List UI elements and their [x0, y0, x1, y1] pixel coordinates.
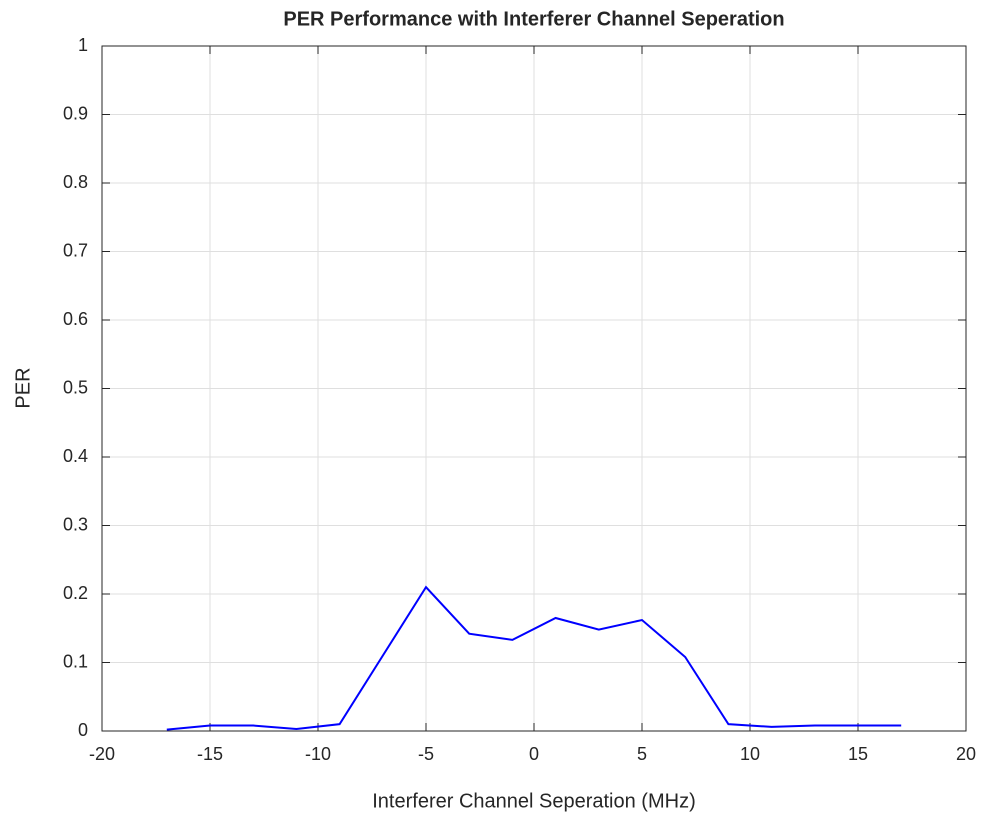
x-tick-label: 20 — [956, 744, 976, 764]
y-tick-label: 0.6 — [63, 309, 88, 329]
plot-frame — [101, 45, 967, 732]
y-tick-label: 0.1 — [63, 651, 88, 671]
x-tick-label: 5 — [637, 744, 647, 764]
y-axis-label: PER — [12, 367, 34, 408]
y-tick-label: 1 — [78, 35, 88, 55]
x-tick-label: 15 — [848, 744, 868, 764]
data-line — [166, 585, 902, 731]
y-tick-label: 0.4 — [63, 446, 88, 466]
y-tick-label: 0.7 — [63, 240, 88, 260]
x-tick-label: -10 — [305, 744, 331, 764]
x-tick-label: -15 — [197, 744, 223, 764]
chart-title: PER Performance with Interferer Channel … — [283, 8, 784, 30]
y-tick-label: 0.3 — [63, 514, 88, 534]
y-tick-label: 0 — [78, 720, 88, 740]
x-tick-label: 10 — [740, 744, 760, 764]
y-tick-label: 0.2 — [63, 583, 88, 603]
y-tick-label: 0.9 — [63, 103, 88, 123]
y-tick-label: 0.8 — [63, 172, 88, 192]
x-tick-label: 0 — [529, 744, 539, 764]
x-tick-label: -20 — [89, 744, 115, 764]
x-axis-label: Interferer Channel Seperation (MHz) — [372, 790, 695, 812]
x-tick-label: -5 — [418, 744, 434, 764]
y-tick-label: 0.5 — [63, 377, 88, 397]
